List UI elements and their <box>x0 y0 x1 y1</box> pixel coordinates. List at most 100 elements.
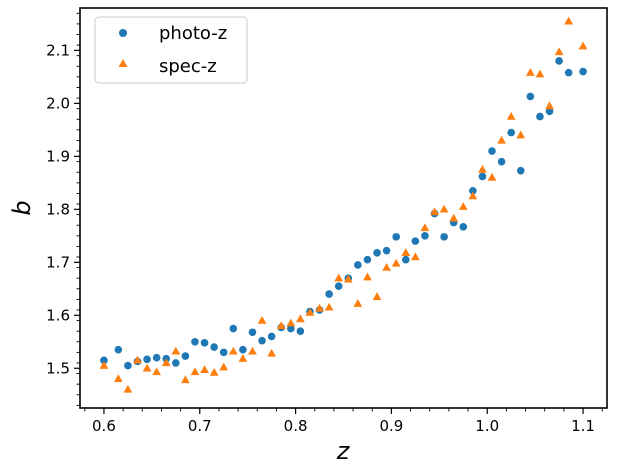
spec-z-point <box>267 348 277 357</box>
spec-z-point <box>525 68 535 76</box>
photo-z-point <box>497 157 506 166</box>
photo-z-point <box>210 343 218 351</box>
spec-z-point <box>506 112 516 120</box>
x-tick-label: 0.9 <box>379 417 403 435</box>
photo-z-point <box>579 67 587 76</box>
photo-z-point <box>114 345 123 354</box>
spec-z-point <box>286 318 296 327</box>
photo-z-point <box>564 68 573 77</box>
spec-z-point <box>516 130 526 139</box>
spec-z-point <box>238 354 248 362</box>
spec-z-point <box>449 213 459 222</box>
photo-z-point <box>229 324 238 333</box>
photo-z-point <box>325 290 333 298</box>
spec-z-point <box>248 346 257 355</box>
photo-z-point <box>200 339 209 347</box>
y-tick-label: 1.7 <box>46 253 70 271</box>
photo-z-point <box>172 359 180 367</box>
plot-frame <box>79 7 608 409</box>
photo-z-point <box>401 255 410 264</box>
spec-z-point <box>152 367 162 376</box>
photo-z-point <box>516 166 525 175</box>
photo-z-point <box>181 352 190 360</box>
photo-z-point <box>440 233 448 241</box>
legend-marker-spec-z <box>118 59 128 67</box>
spec-z-point <box>200 365 209 374</box>
spec-z-point <box>334 273 344 282</box>
spec-z-point <box>487 172 497 181</box>
spec-z-point <box>372 292 382 300</box>
spec-z-point <box>439 204 449 213</box>
photo-z-point <box>363 255 372 264</box>
photo-z-point <box>421 232 429 240</box>
photo-z-point <box>191 337 199 346</box>
photo-z-point <box>100 356 108 365</box>
spec-z-point <box>181 375 190 384</box>
photo-z-point <box>124 361 132 370</box>
spec-z-point <box>257 315 267 324</box>
photo-z-point <box>526 92 535 101</box>
y-tick-label: 1.5 <box>46 359 70 377</box>
legend-marker-photo-z <box>119 29 127 37</box>
spec-z-point <box>228 346 238 355</box>
y-tick-label: 2.0 <box>46 94 70 112</box>
spec-z-point <box>123 384 133 393</box>
spec-z-point <box>382 263 392 271</box>
y-tick-label: 2.1 <box>46 41 70 59</box>
photo-z-point <box>287 324 295 333</box>
y-axis-label: b <box>8 200 36 215</box>
spec-z-point <box>353 299 363 307</box>
x-tick-label: 0.7 <box>188 417 212 435</box>
spec-z-point <box>420 223 430 232</box>
spec-z-point <box>305 308 315 316</box>
spec-z-point <box>133 355 142 364</box>
spec-z-point <box>497 135 506 144</box>
photo-z-point <box>478 172 487 181</box>
photo-z-point <box>555 57 563 65</box>
ticks-layer: 0.6 0.7 0.8 0.9 1.0 1.1 1.5 1.6 1.7 1.8 1.9 2.0 2.1 <box>46 12 603 435</box>
photo-z-point <box>267 332 276 341</box>
y-tick-label: 1.9 <box>46 147 70 165</box>
spec-z-point <box>171 346 181 355</box>
series-spec-z <box>99 16 588 393</box>
photo-z-point <box>459 223 468 231</box>
photo-z-point <box>536 112 544 121</box>
photo-z-point <box>488 147 496 155</box>
spec-z-point <box>209 367 219 376</box>
spec-z-point <box>113 374 123 383</box>
y-tick-label: 1.6 <box>46 306 70 324</box>
photo-z-point <box>354 261 362 269</box>
spec-z-point <box>295 314 305 323</box>
photo-z-point <box>143 355 151 364</box>
x-tick-label: 0.6 <box>92 417 116 435</box>
photo-z-point <box>296 327 305 335</box>
photo-z-point <box>152 353 161 362</box>
photo-z-point <box>507 128 515 137</box>
photo-z-point <box>248 328 257 337</box>
spec-z-point <box>554 47 564 56</box>
spec-z-point <box>219 362 229 371</box>
spec-z-point <box>343 274 353 283</box>
photo-z-point <box>219 348 228 357</box>
spec-z-point <box>161 358 171 367</box>
y-tick-label: 1.8 <box>46 200 70 218</box>
spec-z-point <box>276 321 286 330</box>
spec-z-point <box>478 164 487 173</box>
spec-z-point <box>564 16 574 25</box>
photo-z-point <box>334 282 343 290</box>
spec-z-point <box>315 303 324 312</box>
photo-z-point <box>469 186 477 195</box>
spec-z-point <box>142 363 152 372</box>
legend-label-photo-z: photo-z <box>159 23 227 44</box>
photo-z-point <box>239 345 247 354</box>
spec-z-point <box>190 367 200 376</box>
spec-z-point <box>535 69 545 78</box>
spec-z-point <box>545 101 554 110</box>
photo-z-point <box>411 237 420 245</box>
legend: photo-z spec-z <box>94 16 248 84</box>
photo-z-point <box>373 248 381 257</box>
photo-z-point <box>545 107 554 116</box>
photo-z-point <box>382 246 391 255</box>
x-tick-label: 1.0 <box>475 417 499 435</box>
